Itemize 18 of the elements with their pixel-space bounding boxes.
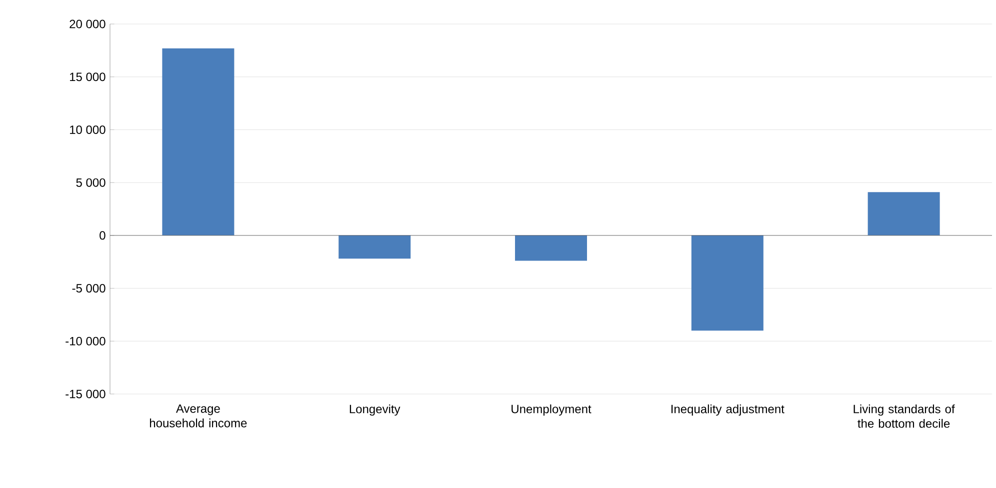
x-tick-label: Inequality adjustment [671,404,784,416]
y-tick-label: -15 000 [66,390,106,398]
y-tick-label: 15 000 [70,72,106,82]
x-tick-label: Living standards of the bottom decile [854,404,955,428]
x-tick-label: Longevity [350,404,400,416]
y-tick-label: 10 000 [70,125,106,134]
y-tick-label: -5 000 [72,284,106,293]
y-tick-label: 0 [100,231,106,240]
y-tick-label: 5 000 [76,178,106,187]
x-tick-label: Average household income [150,404,247,428]
bar [162,48,234,236]
y-tick-label: -10 000 [66,336,106,346]
x-tick-label: Unemployment [512,404,592,416]
y-tick-label: 20 000 [70,20,106,28]
bar [691,235,764,331]
bar [515,235,588,261]
bar [868,192,940,236]
bar [338,235,411,259]
